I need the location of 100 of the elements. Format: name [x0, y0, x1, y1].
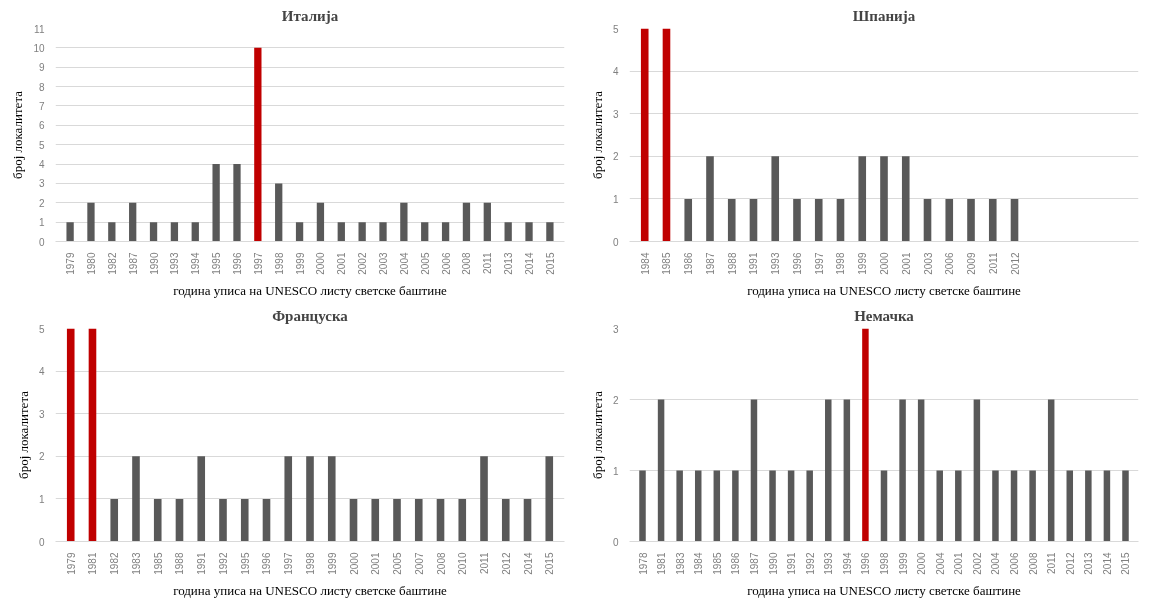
- x-axis-title: година уписа на UNESCO листу светске баштине: [173, 582, 448, 598]
- x-tick-label: 1987: [704, 252, 716, 275]
- x-tick-label: 2003: [378, 252, 390, 275]
- x-tick-label: 2006: [440, 252, 452, 275]
- x-tick-label: 1995: [239, 552, 251, 575]
- y-tick-label: 8: [38, 81, 45, 93]
- y-tick-label: 2: [612, 394, 619, 406]
- x-tick-label: 2011: [1046, 552, 1058, 574]
- x-tick-label: 1991: [196, 552, 208, 575]
- x-tick-label: 1993: [770, 252, 782, 275]
- chart-title: Италија: [281, 7, 339, 24]
- x-tick-label: 2006: [944, 252, 956, 275]
- x-tick-label: 1997: [813, 252, 825, 275]
- x-tick-label: 2012: [1064, 552, 1076, 575]
- y-tick-label: 1: [612, 465, 619, 477]
- x-tick-label: 2011: [482, 252, 494, 274]
- x-tick-label: 2014: [522, 552, 534, 575]
- x-tick-label: 2011: [479, 552, 491, 574]
- y-tick-label: 0: [38, 236, 45, 248]
- y-tick-label: 3: [612, 108, 619, 120]
- x-tick-label: 1996: [261, 552, 273, 575]
- x-tick-label: 2014: [524, 252, 536, 275]
- x-tick-label: 1997: [252, 252, 264, 275]
- x-tick-label: 2014: [1101, 552, 1113, 575]
- y-tick-label: 6: [38, 120, 45, 132]
- x-tick-label: 2000: [348, 552, 360, 575]
- x-tick-label: 2008: [1027, 552, 1039, 575]
- x-tick-label: 2015: [1120, 552, 1132, 575]
- x-tick-label: 1999: [897, 552, 909, 575]
- x-tick-label: 2013: [1083, 552, 1095, 575]
- x-tick-label: 1984: [639, 252, 651, 275]
- x-tick-label: 2006: [1009, 552, 1021, 575]
- y-tick-label: 1: [38, 493, 45, 505]
- x-tick-label: 2001: [336, 252, 348, 275]
- x-tick-label: 2005: [392, 552, 404, 575]
- chart-title: Шпанија: [852, 7, 916, 24]
- x-tick-label: 1997: [283, 552, 295, 575]
- x-tick-label: 1991: [786, 552, 798, 575]
- x-tick-label: 1983: [674, 552, 686, 575]
- x-tick-label: 1987: [127, 252, 139, 275]
- x-tick-label: 1994: [841, 552, 853, 575]
- x-tick-label: 1985: [661, 252, 673, 275]
- x-tick-label: 2000: [916, 552, 928, 575]
- y-axis-title: број локалитета: [15, 390, 31, 479]
- y-tick-label: 0: [612, 236, 619, 248]
- y-tick-label: 1: [38, 217, 45, 229]
- y-tick-label: 0: [612, 536, 619, 548]
- x-tick-label: 2004: [990, 552, 1002, 575]
- chart-title: Немачка: [854, 307, 915, 324]
- y-tick-label: 1: [612, 193, 619, 205]
- x-tick-label: 1995: [211, 252, 223, 275]
- x-tick-label: 2009: [966, 252, 978, 275]
- y-tick-label: 4: [38, 159, 45, 171]
- x-tick-label: 1986: [730, 552, 742, 575]
- y-tick-label: 11: [34, 23, 45, 35]
- x-tick-label: 1996: [231, 252, 243, 275]
- x-tick-label: 1985: [711, 552, 723, 575]
- y-tick-label: 9: [38, 62, 45, 74]
- x-tick-label: 1991: [748, 252, 760, 275]
- x-tick-label: 1988: [726, 252, 738, 275]
- x-tick-label: 2005: [419, 252, 431, 275]
- x-tick-label: 1994: [190, 252, 202, 275]
- x-tick-label: 2012: [500, 552, 512, 575]
- y-tick-label: 2: [38, 451, 45, 463]
- x-tick-label: 1983: [130, 552, 142, 575]
- x-tick-label: 1979: [65, 252, 77, 275]
- x-tick-label: 1996: [860, 552, 872, 575]
- y-tick-label: 10: [33, 42, 45, 54]
- x-tick-label: 2001: [370, 552, 382, 575]
- x-tick-label: 1998: [305, 552, 316, 575]
- y-tick-label: 3: [38, 178, 45, 190]
- x-tick-label: 2003: [922, 252, 934, 275]
- y-tick-label: 5: [38, 323, 45, 335]
- y-tick-label: 4: [38, 366, 45, 378]
- x-tick-label: 1984: [693, 552, 705, 575]
- x-tick-label: 1999: [294, 252, 306, 275]
- x-tick-label: 1992: [804, 552, 816, 575]
- x-tick-label: 2001: [953, 552, 965, 575]
- y-tick-label: 2: [38, 197, 45, 209]
- y-tick-label: 3: [612, 323, 619, 335]
- y-axis-title: број локалитета: [10, 90, 26, 179]
- x-tick-label: 1999: [857, 252, 869, 275]
- x-tick-label: 2004: [934, 552, 946, 575]
- x-tick-label: 2007: [413, 552, 425, 575]
- y-axis-title: број локалитета: [589, 390, 605, 479]
- x-tick-label: 1978: [637, 552, 649, 575]
- x-axis-title: година уписа на UNESCO листу светске баштине: [747, 582, 1022, 598]
- x-tick-label: 2012: [1009, 252, 1021, 275]
- x-tick-label: 2008: [435, 552, 447, 575]
- x-tick-label: 1998: [273, 252, 285, 275]
- y-tick-label: 5: [38, 139, 45, 151]
- x-tick-label: 1993: [823, 552, 835, 575]
- x-tick-label: 1981: [656, 552, 668, 575]
- x-tick-label: 2008: [461, 252, 473, 275]
- x-tick-label: 2004: [398, 252, 410, 275]
- x-axis-title: година уписа на UNESCO листу светске баштине: [747, 282, 1022, 298]
- x-tick-label: 2000: [879, 252, 890, 275]
- x-tick-label: 2011: [987, 252, 999, 274]
- y-tick-label: 7: [38, 100, 45, 112]
- x-tick-label: 1992: [217, 552, 229, 575]
